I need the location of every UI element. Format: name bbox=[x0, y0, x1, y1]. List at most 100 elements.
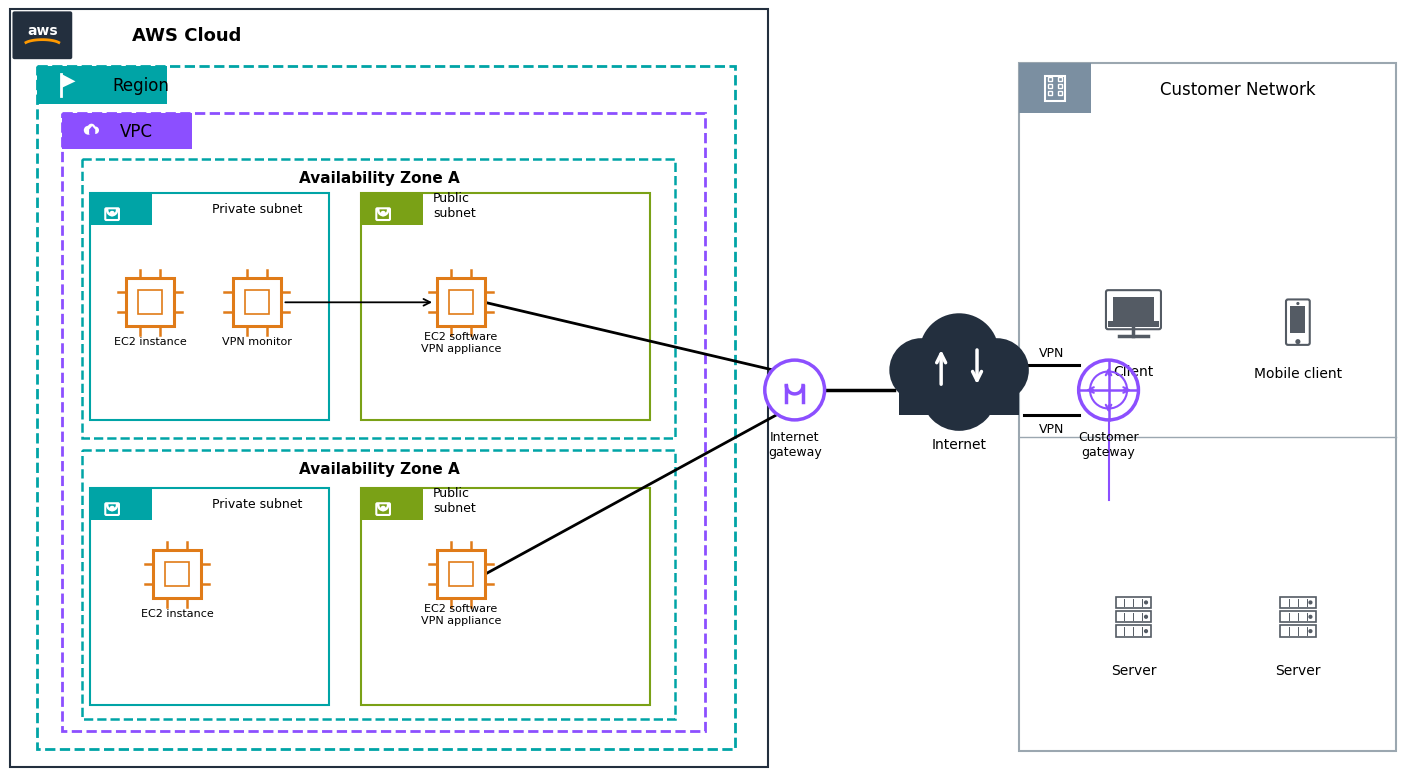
Text: EC2 instance: EC2 instance bbox=[114, 337, 187, 348]
Bar bbox=[100, 196, 125, 222]
FancyBboxPatch shape bbox=[1286, 299, 1310, 345]
Bar bbox=[1057, 84, 1062, 87]
Bar bbox=[153, 551, 201, 598]
Bar bbox=[437, 551, 485, 598]
Circle shape bbox=[890, 338, 953, 402]
Bar bbox=[62, 113, 704, 731]
Circle shape bbox=[1144, 601, 1149, 604]
Circle shape bbox=[1144, 629, 1149, 633]
Bar bbox=[1279, 611, 1316, 622]
Bar bbox=[245, 291, 269, 314]
Bar bbox=[1115, 597, 1152, 608]
Circle shape bbox=[921, 355, 997, 431]
Bar bbox=[361, 487, 650, 705]
Bar bbox=[1108, 321, 1159, 327]
Bar bbox=[38, 66, 167, 104]
Text: Server: Server bbox=[1111, 664, 1156, 678]
Bar bbox=[1291, 306, 1305, 333]
Circle shape bbox=[1309, 615, 1313, 619]
Circle shape bbox=[87, 123, 96, 131]
FancyBboxPatch shape bbox=[1107, 291, 1161, 330]
Circle shape bbox=[1296, 302, 1299, 305]
Circle shape bbox=[1309, 601, 1313, 604]
Text: VPN: VPN bbox=[1039, 347, 1064, 359]
Text: VPN monitor: VPN monitor bbox=[222, 337, 291, 348]
Bar bbox=[361, 193, 423, 225]
Text: Private subnet: Private subnet bbox=[212, 203, 302, 216]
Bar bbox=[370, 196, 396, 222]
Circle shape bbox=[765, 360, 824, 420]
Text: Customer Network: Customer Network bbox=[1160, 81, 1316, 99]
Bar bbox=[38, 66, 735, 749]
Text: Mobile client: Mobile client bbox=[1254, 367, 1341, 381]
Bar bbox=[90, 487, 329, 705]
Bar bbox=[1279, 626, 1316, 637]
Bar bbox=[90, 193, 152, 225]
Text: EC2 instance: EC2 instance bbox=[141, 609, 214, 619]
Bar bbox=[1045, 76, 1064, 101]
Text: Internet: Internet bbox=[932, 438, 987, 451]
Text: Availability Zone A: Availability Zone A bbox=[299, 171, 460, 186]
Bar bbox=[165, 562, 188, 587]
Bar bbox=[1112, 297, 1154, 323]
Text: EC2 software
VPN appliance: EC2 software VPN appliance bbox=[420, 604, 501, 626]
Polygon shape bbox=[89, 126, 96, 137]
Bar bbox=[361, 487, 423, 519]
Text: Internet
gateway: Internet gateway bbox=[768, 431, 821, 458]
FancyBboxPatch shape bbox=[13, 12, 72, 59]
Bar bbox=[1279, 597, 1316, 608]
Circle shape bbox=[91, 127, 98, 134]
Bar bbox=[1047, 84, 1052, 87]
Text: Public
subnet: Public subnet bbox=[433, 487, 475, 515]
Text: AWS Cloud: AWS Cloud bbox=[132, 27, 242, 45]
Bar bbox=[1047, 77, 1052, 81]
Text: Region: Region bbox=[112, 77, 169, 95]
Circle shape bbox=[1309, 629, 1313, 633]
Text: VPN: VPN bbox=[1039, 423, 1064, 437]
Circle shape bbox=[110, 506, 114, 511]
Text: VPC: VPC bbox=[120, 123, 153, 141]
Text: Private subnet: Private subnet bbox=[212, 498, 302, 511]
Bar bbox=[232, 278, 281, 326]
Bar bbox=[82, 450, 675, 719]
Bar bbox=[90, 487, 152, 519]
Bar bbox=[82, 159, 675, 438]
Bar bbox=[1019, 63, 1396, 751]
Text: aws: aws bbox=[27, 24, 58, 38]
Text: Server: Server bbox=[1275, 664, 1320, 678]
Bar bbox=[49, 70, 79, 100]
Bar bbox=[127, 278, 174, 326]
Bar bbox=[370, 490, 396, 516]
Bar bbox=[1115, 626, 1152, 637]
Bar bbox=[1057, 77, 1062, 81]
Circle shape bbox=[920, 313, 998, 393]
Text: EC2 software
VPN appliance: EC2 software VPN appliance bbox=[420, 333, 501, 354]
Text: Public
subnet: Public subnet bbox=[433, 191, 475, 219]
Circle shape bbox=[381, 506, 385, 511]
Circle shape bbox=[84, 126, 93, 134]
Text: Customer
gateway: Customer gateway bbox=[1078, 431, 1139, 458]
Bar bbox=[138, 291, 162, 314]
Circle shape bbox=[1295, 339, 1301, 344]
Polygon shape bbox=[62, 74, 76, 88]
Circle shape bbox=[965, 338, 1029, 402]
Bar bbox=[1057, 91, 1062, 95]
Bar bbox=[1115, 611, 1152, 622]
Bar bbox=[100, 490, 125, 516]
Bar bbox=[361, 193, 650, 420]
Text: Availability Zone A: Availability Zone A bbox=[299, 462, 460, 477]
Bar bbox=[1019, 63, 1091, 113]
Bar bbox=[437, 278, 485, 326]
Bar bbox=[10, 9, 768, 767]
Circle shape bbox=[381, 212, 385, 216]
Bar bbox=[79, 117, 105, 145]
Circle shape bbox=[1144, 615, 1149, 619]
Bar bbox=[90, 193, 329, 420]
Bar bbox=[62, 113, 191, 149]
Bar bbox=[449, 562, 472, 587]
Circle shape bbox=[1078, 360, 1139, 420]
Text: Client: Client bbox=[1114, 365, 1153, 379]
Bar bbox=[1047, 91, 1052, 95]
Bar bbox=[449, 291, 472, 314]
Circle shape bbox=[110, 212, 114, 216]
